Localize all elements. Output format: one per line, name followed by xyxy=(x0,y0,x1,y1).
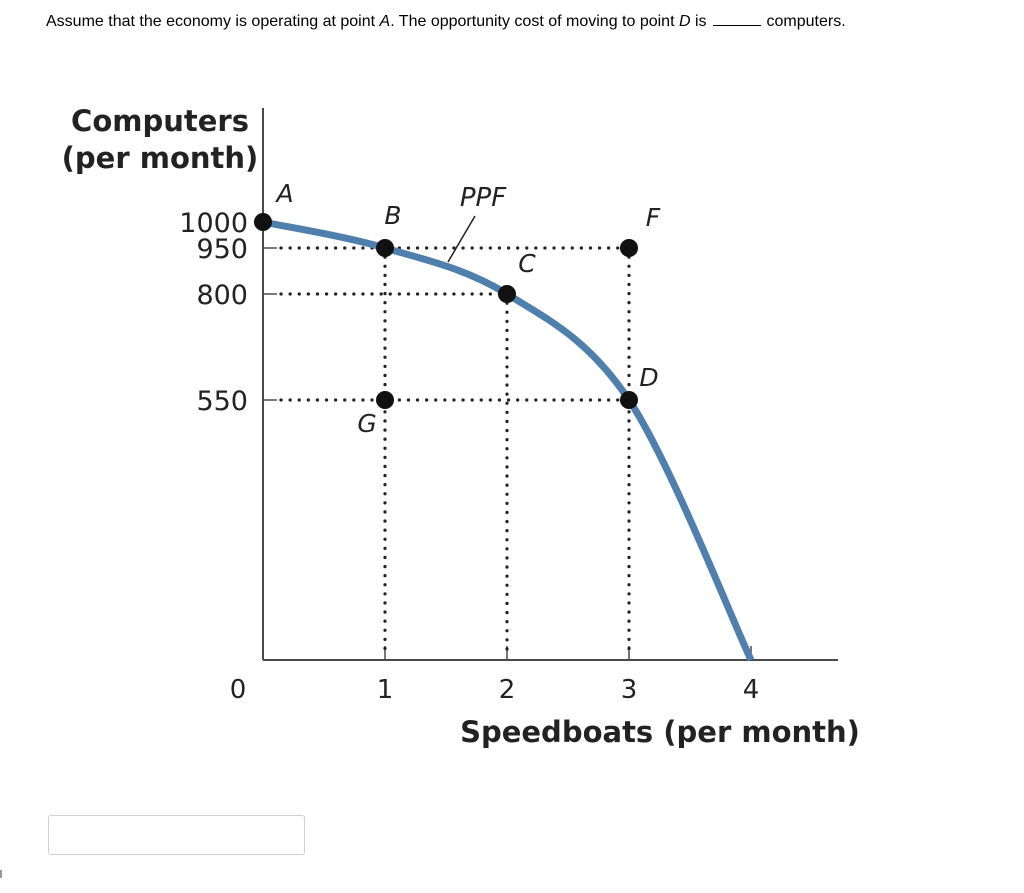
x-tick-label: 1 xyxy=(377,675,394,705)
question-part2: . The opportunity cost of moving to poin… xyxy=(390,13,679,30)
x-axis-label: Speedboats (per month) xyxy=(460,715,860,749)
ppf-curve-label: PPF xyxy=(460,183,507,213)
x-tick-label: 4 xyxy=(743,675,760,705)
question-part1: Assume that the economy is operating at … xyxy=(46,13,380,30)
edge-marker xyxy=(0,870,2,878)
x-tick-label: 2 xyxy=(499,675,516,705)
answer-blank xyxy=(712,11,761,26)
ppf-curve xyxy=(262,218,755,662)
y-axis-label-line1: Computers xyxy=(71,104,249,138)
x-tick-label: 0 xyxy=(230,675,247,705)
point-d-label: D xyxy=(639,363,658,392)
question-text: Assume that the economy is operating at … xyxy=(46,11,846,31)
point-g-label: G xyxy=(357,409,376,438)
point-f-marker xyxy=(620,239,638,257)
ppf-label-pointer xyxy=(447,215,476,263)
point-b-marker xyxy=(376,239,394,257)
point-b-label: B xyxy=(384,201,401,230)
y-axis-label-line2: (per month) xyxy=(62,141,259,175)
point-a-marker xyxy=(254,213,272,231)
question-part4: computers. xyxy=(766,13,846,30)
point-d-marker xyxy=(620,391,638,409)
point-g-marker xyxy=(376,391,394,409)
question-point-d: D xyxy=(678,13,691,30)
x-tick-label: 3 xyxy=(621,675,638,705)
question-point-a: A xyxy=(379,13,391,30)
point-f-label: F xyxy=(646,203,661,232)
y-tick-label: 550 xyxy=(196,386,248,417)
point-c-label: C xyxy=(518,249,536,278)
y-tick-label: 800 xyxy=(196,280,248,311)
point-c-marker xyxy=(498,285,516,303)
y-tick-label: 1000 xyxy=(179,208,248,239)
answer-input[interactable] xyxy=(48,815,305,855)
point-a-label: A xyxy=(274,179,293,208)
y-tick-label: 950 xyxy=(196,234,248,265)
question-part3: is xyxy=(690,13,707,30)
ppf-chart: Computers (per month) Speedboats (per mo… xyxy=(62,104,860,749)
